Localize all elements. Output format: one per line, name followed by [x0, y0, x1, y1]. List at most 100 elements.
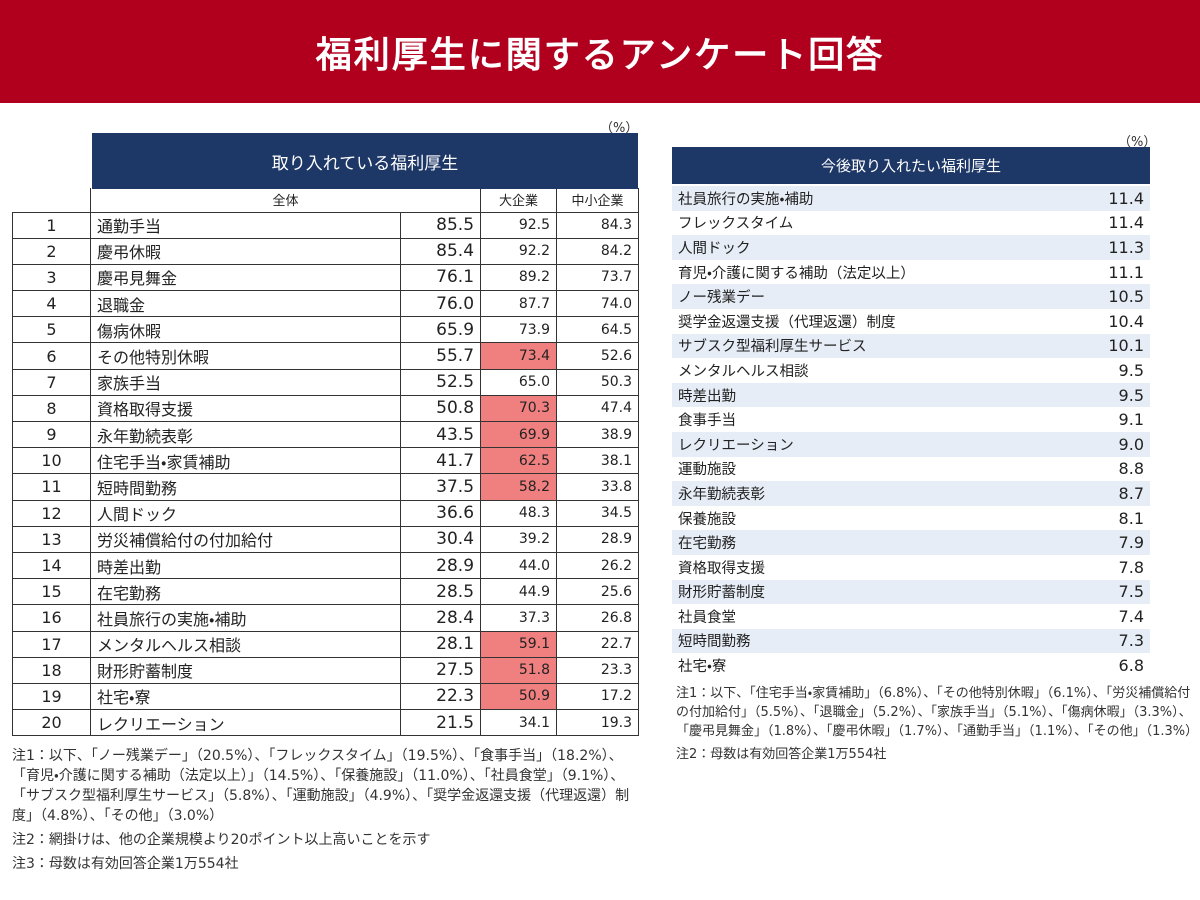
total-cell: 36.6: [399, 499, 482, 527]
item-cell: メンタルヘルス相談: [90, 630, 401, 658]
sme-cell: 50.3: [556, 368, 640, 396]
table-title: 取り入れている福利厚生: [92, 133, 638, 189]
large-cell: 37.3: [480, 604, 558, 632]
rank-cell: 8: [12, 394, 91, 423]
item-cell: 食事手当: [678, 413, 736, 430]
sme-cell: 38.9: [556, 420, 640, 449]
table-row: 18 財形貯蓄制度 27.5 51.8 23.3: [12, 656, 640, 684]
sme-cell: 47.4: [556, 394, 640, 423]
table-row: 3 慶弔見舞金 76.1 89.2 73.7: [12, 263, 640, 292]
table-row: 人間ドック 11.3: [672, 235, 1150, 260]
large-cell: 44.0: [480, 551, 558, 580]
table-row: フレックスタイム 11.4: [672, 211, 1150, 236]
item-cell: 短時間勤務: [672, 628, 1062, 654]
total-cell: 65.9: [399, 316, 482, 344]
table-row: 12 人間ドック 36.6 48.3 34.5: [12, 499, 640, 527]
table-row: 社員旅行の実施・補助 11.4: [672, 186, 1150, 211]
value-cell: 7.3: [1062, 628, 1150, 654]
value-cell: 8.8: [1118, 459, 1144, 479]
rank-cell: 4: [12, 290, 91, 318]
item-cell: 在宅勤務: [672, 530, 1062, 555]
value-cell: 8.1: [1118, 508, 1144, 528]
total-cell: 27.5: [399, 656, 482, 684]
item-cell: 通勤手当: [90, 211, 401, 239]
note: 注1：以下、「住宅手当・家賃補助」（6.8%）、「その他特別休暇」（6.1%）、…: [676, 686, 1199, 739]
total-cell: 43.5: [399, 420, 482, 449]
value-cell: 10.5: [1062, 284, 1150, 309]
notes: 注1：以下、「ノー残業デー」（20.5%）、「フレックスタイム」（19.5%）、…: [12, 746, 632, 878]
item-cell: その他特別休暇: [90, 342, 401, 370]
large-cell: 59.1: [480, 630, 558, 658]
table-row: 財形貯蓄制度 7.5: [672, 579, 1150, 605]
total-cell: 28.9: [399, 551, 482, 580]
table-row: 13 労災補償給付の付加給付 30.4 39.2 28.9: [12, 525, 640, 553]
item-cell: メンタルヘルス相談: [678, 363, 809, 380]
large-cell: 92.2: [480, 237, 558, 265]
item-cell: 時差出勤: [90, 551, 401, 580]
value-cell: 7.4: [1118, 606, 1144, 626]
large-cell: 39.2: [480, 525, 558, 553]
rank-cell: 17: [12, 630, 91, 658]
item-cell: 社員旅行の実施・補助: [672, 186, 1062, 211]
total-cell: 50.8: [399, 394, 482, 423]
column-header: 中小企業: [556, 188, 640, 213]
header-title: 福利厚生に関するアンケート回答: [0, 0, 1200, 103]
item-cell: フレックスタイム: [678, 216, 794, 233]
table-row: 20 レクリエーション 21.5 34.1 19.3: [12, 709, 640, 737]
table-row: 16 社員旅行の実施・補助 28.4 37.3 26.8: [12, 604, 640, 632]
table-row: 永年勤続表彰 8.7: [672, 481, 1150, 506]
total-cell: 37.5: [399, 473, 482, 501]
item-cell: 運動施設: [678, 462, 736, 479]
rank-cell: 7: [12, 368, 91, 396]
sme-cell: 52.6: [556, 342, 640, 370]
large-cell: 73.4: [480, 342, 558, 370]
rank-cell: 20: [12, 709, 91, 737]
large-cell: 44.9: [480, 578, 558, 606]
table-row: 在宅勤務 7.9: [672, 530, 1150, 555]
sme-cell: 73.7: [556, 263, 640, 292]
item-cell: 社宅・寮: [90, 682, 401, 711]
rank-cell: 2: [12, 237, 91, 265]
total-cell: 28.5: [399, 578, 482, 606]
large-cell: 58.2: [480, 473, 558, 501]
item-cell: 育児・介護に関する補助（法定以上）: [678, 265, 915, 282]
large-cell: 50.9: [480, 682, 558, 711]
value-cell: 8.7: [1062, 481, 1150, 506]
sme-cell: 33.8: [556, 473, 640, 501]
sme-cell: 28.9: [556, 525, 640, 553]
total-cell: 76.0: [399, 290, 482, 318]
table-row: 食事手当 9.1: [672, 407, 1150, 432]
item-cell: 財形貯蓄制度: [672, 579, 1062, 605]
rank-cell: 19: [12, 682, 91, 711]
item-cell: 資格取得支援: [678, 560, 765, 577]
table-row: 10 住宅手当・家賃補助 41.7 62.5 38.1: [12, 447, 640, 475]
table-row: 8 資格取得支援 50.8 70.3 47.4: [12, 394, 640, 423]
total-cell: 28.1: [399, 630, 482, 658]
rank-cell: 12: [12, 499, 91, 527]
sme-cell: 34.5: [556, 499, 640, 527]
column-header-row: 全体 大企業 中小企業: [12, 188, 640, 213]
note: 注3：母数は有効回答企業1万554社: [12, 856, 239, 872]
unit-label: （%）: [1118, 135, 1157, 150]
table-row: 社宅・寮 6.8: [672, 653, 1150, 678]
item-cell: 住宅手当・家賃補助: [90, 447, 401, 475]
item-cell: 人間ドック: [90, 499, 401, 527]
item-cell: 資格取得支援: [90, 394, 401, 423]
value-cell: 11.4: [1062, 186, 1150, 211]
rank-cell: 1: [12, 211, 91, 239]
sme-cell: 19.3: [556, 709, 640, 737]
table-row: 15 在宅勤務 28.5 44.9 25.6: [12, 578, 640, 606]
table-row: 時差出勤 9.5: [672, 382, 1150, 408]
total-cell: 85.5: [399, 211, 482, 239]
rank-cell: 3: [12, 263, 91, 292]
table-row: 19 社宅・寮 22.3 50.9 17.2: [12, 682, 640, 711]
large-cell: 89.2: [480, 263, 558, 292]
table-row: 17 メンタルヘルス相談 28.1 59.1 22.7: [12, 630, 640, 658]
item-cell: 短時間勤務: [90, 473, 401, 501]
large-cell: 48.3: [480, 499, 558, 527]
value-cell: 11.3: [1062, 235, 1150, 260]
table-row: 社員食堂 7.4: [672, 604, 1150, 629]
item-cell: 社員食堂: [678, 609, 736, 626]
wanted-table: 社員旅行の実施・補助 11.4 フレックスタイム 11.4 人間ドック 11.3 育児・介護…: [672, 186, 1150, 678]
